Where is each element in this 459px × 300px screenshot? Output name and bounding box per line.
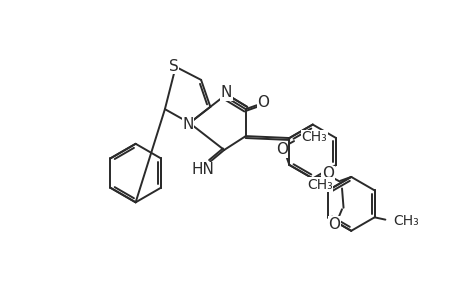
Text: N: N [220, 85, 232, 100]
Text: CH₃: CH₃ [306, 178, 332, 192]
Text: CH₃: CH₃ [301, 130, 327, 144]
Text: O: O [275, 142, 287, 157]
Text: CH₃: CH₃ [392, 214, 418, 228]
Text: HN: HN [191, 163, 213, 178]
Text: N: N [182, 117, 193, 132]
Text: O: O [328, 217, 340, 232]
Text: O: O [257, 95, 269, 110]
Text: O: O [321, 166, 333, 181]
Text: S: S [168, 58, 178, 74]
